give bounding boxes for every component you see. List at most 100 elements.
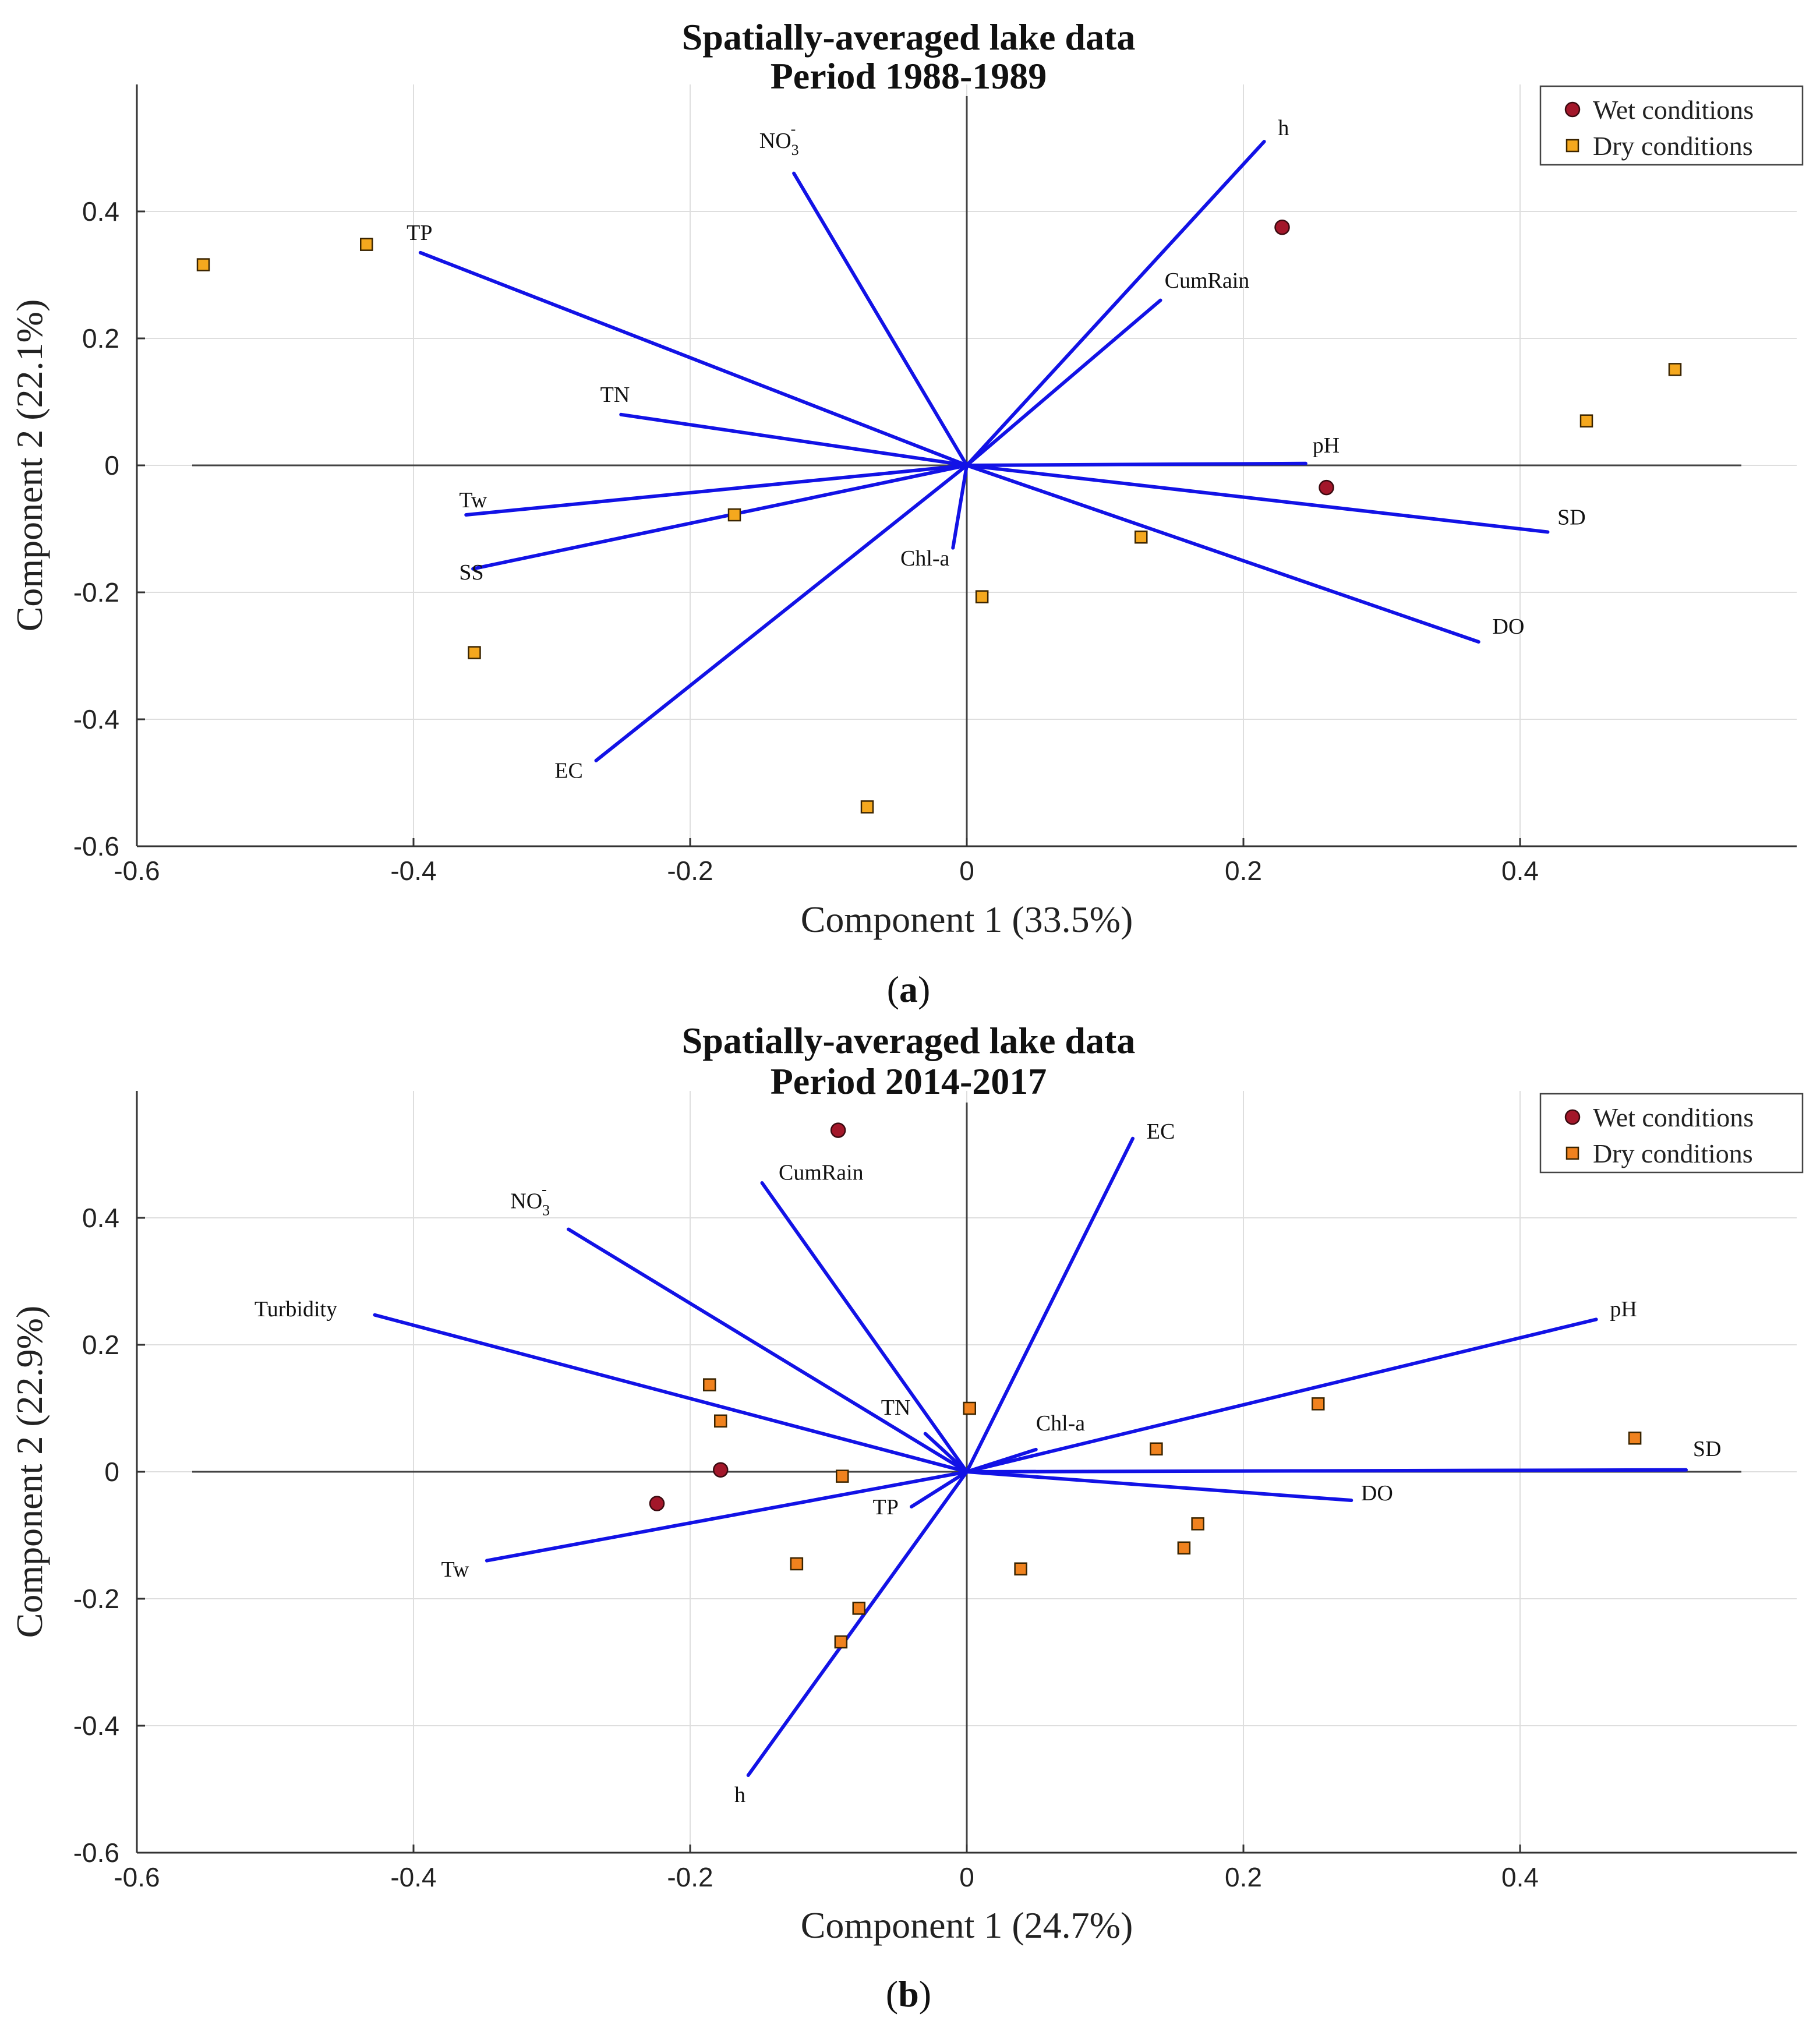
loading-vector-label: TP: [407, 221, 432, 245]
panel-label-prefix: (: [887, 969, 899, 1010]
x-tick-label: 0.2: [1225, 1862, 1262, 1892]
loading-vector-label: DO: [1493, 614, 1525, 639]
vector-label-text: Chl-a: [900, 546, 950, 571]
series-wet-points: [1274, 220, 1334, 496]
panel-label-letter: b: [898, 1973, 919, 2015]
panel-label: (a): [887, 969, 931, 1010]
loading-vector-label: Turbidity: [255, 1297, 337, 1322]
loading-vector-line: [746, 1470, 969, 1778]
loading-vector-line: [965, 464, 1550, 534]
data-point-dry: [1628, 1431, 1642, 1445]
data-point-dry: [727, 508, 741, 522]
loading-vector-label: SD: [1693, 1437, 1722, 1461]
data-point-dry: [963, 1401, 976, 1415]
data-point-dry: [790, 1557, 804, 1571]
y-tick-label: -0.2: [73, 1584, 119, 1614]
vector-label-superscript: -: [791, 121, 796, 137]
panel-label-prefix: (: [886, 1973, 898, 2015]
loading-vector-label: NO3 -: [510, 1181, 550, 1219]
data-point-wet: [713, 1462, 729, 1478]
vector-label-text: NO: [510, 1189, 542, 1214]
data-point-wet: [649, 1496, 665, 1511]
vector-label-text: pH: [1313, 433, 1340, 458]
x-tick-label: 0.4: [1501, 1862, 1539, 1892]
vector-label-text: EC: [1147, 1119, 1175, 1144]
loading-vector-label: pH: [1313, 433, 1340, 458]
vector-label-subscript: 3: [791, 142, 799, 158]
vector-label-text: CumRain: [1165, 268, 1250, 293]
vector-label-text: TN: [881, 1395, 911, 1420]
x-tick-label: 0: [959, 856, 974, 886]
data-point-dry: [1668, 363, 1682, 376]
legend-label: Dry conditions: [1593, 131, 1753, 161]
loading-vector-label: pH: [1610, 1297, 1637, 1322]
loading-vector-label: TP: [873, 1495, 899, 1520]
legend-marker-square: [1565, 1146, 1579, 1160]
loading-vector-line: [373, 1313, 969, 1474]
loading-vector-label: CumRain: [1165, 268, 1250, 293]
loading-vector-line: [965, 1470, 1353, 1503]
panel-label-suffix: ): [918, 969, 930, 1010]
legend-box: [1539, 85, 1804, 166]
loading-vector-line: [792, 171, 969, 467]
panel-label-suffix: ): [919, 1973, 931, 2015]
loading-vector-line: [910, 1470, 969, 1508]
legend-marker-circle: [1564, 101, 1581, 118]
vector-label-text: TP: [873, 1495, 899, 1520]
loading-vector-line: [619, 412, 969, 467]
series-wet-points: [649, 1122, 846, 1511]
vector-label-text: NO: [759, 129, 791, 153]
data-point-dry: [360, 238, 373, 251]
panel-label-letter: a: [899, 969, 918, 1010]
loading-vector-label: h: [1278, 116, 1289, 140]
y-tick-label: -0.6: [73, 831, 119, 861]
data-point-dry: [975, 590, 989, 603]
x-tick-label: -0.4: [390, 856, 436, 886]
data-point-dry: [860, 800, 874, 814]
loading-vector-label: EC: [554, 758, 583, 783]
legend-box: [1539, 1093, 1804, 1174]
data-point-dry: [714, 1414, 727, 1428]
vector-label-text: SD: [1557, 505, 1586, 529]
data-point-wet: [1319, 479, 1334, 496]
legend-label: Wet conditions: [1593, 95, 1754, 125]
loading-vector-label: Tw: [459, 488, 487, 513]
vector-label-subscript: 3: [542, 1202, 550, 1219]
legend-marker-square: [1565, 139, 1579, 153]
vector-label-text: SS: [459, 560, 483, 585]
data-point-dry: [1135, 530, 1148, 544]
loading-vector-line: [965, 1468, 1688, 1474]
series-dry-points: [196, 238, 1682, 814]
loading-vector-line: [567, 1227, 969, 1474]
legend: Wet conditions Dry conditions: [1539, 85, 1804, 166]
vector-label-text: TP: [407, 221, 432, 245]
data-point-wet: [1274, 220, 1290, 235]
vector-label-text: Chl-a: [1036, 1411, 1086, 1436]
y-tick-label: 0.2: [82, 323, 119, 354]
chart-subtitle: Period 1988-1989: [771, 55, 1047, 97]
y-tick-label: 0: [104, 1457, 119, 1487]
x-tick-label: 0.4: [1501, 856, 1539, 886]
y-tick-label: -0.4: [73, 704, 119, 734]
vector-label-text: Tw: [459, 488, 487, 513]
loading-vectors: EC CumRain NO3 - Turbidity pH TN Chl-a SD DO TP Tw h: [255, 1119, 1722, 1807]
series-dry-points: [703, 1378, 1642, 1649]
loading-vector-label: NO3 -: [759, 121, 799, 158]
vector-label-text: h: [734, 1783, 745, 1807]
vector-label-text: CumRain: [779, 1161, 864, 1185]
loading-vectors: NO3 - h TP CumRain TN pH Tw SD SS Chl-a DO EC: [407, 116, 1586, 783]
vector-label-text: DO: [1361, 1481, 1393, 1506]
loading-vector-line: [965, 298, 1162, 467]
vector-label-text: h: [1278, 116, 1289, 140]
loading-vector-line: [965, 1447, 1038, 1474]
data-point-dry: [852, 1602, 865, 1615]
vector-label-text: TN: [600, 383, 630, 407]
data-point-dry: [1312, 1397, 1325, 1411]
loading-vector-label: h: [734, 1783, 745, 1807]
x-tick-label: -0.2: [667, 1862, 713, 1892]
loading-vector-label: Chl-a: [1036, 1411, 1086, 1436]
data-point-dry: [1014, 1562, 1027, 1576]
loading-vector-line: [951, 464, 969, 550]
